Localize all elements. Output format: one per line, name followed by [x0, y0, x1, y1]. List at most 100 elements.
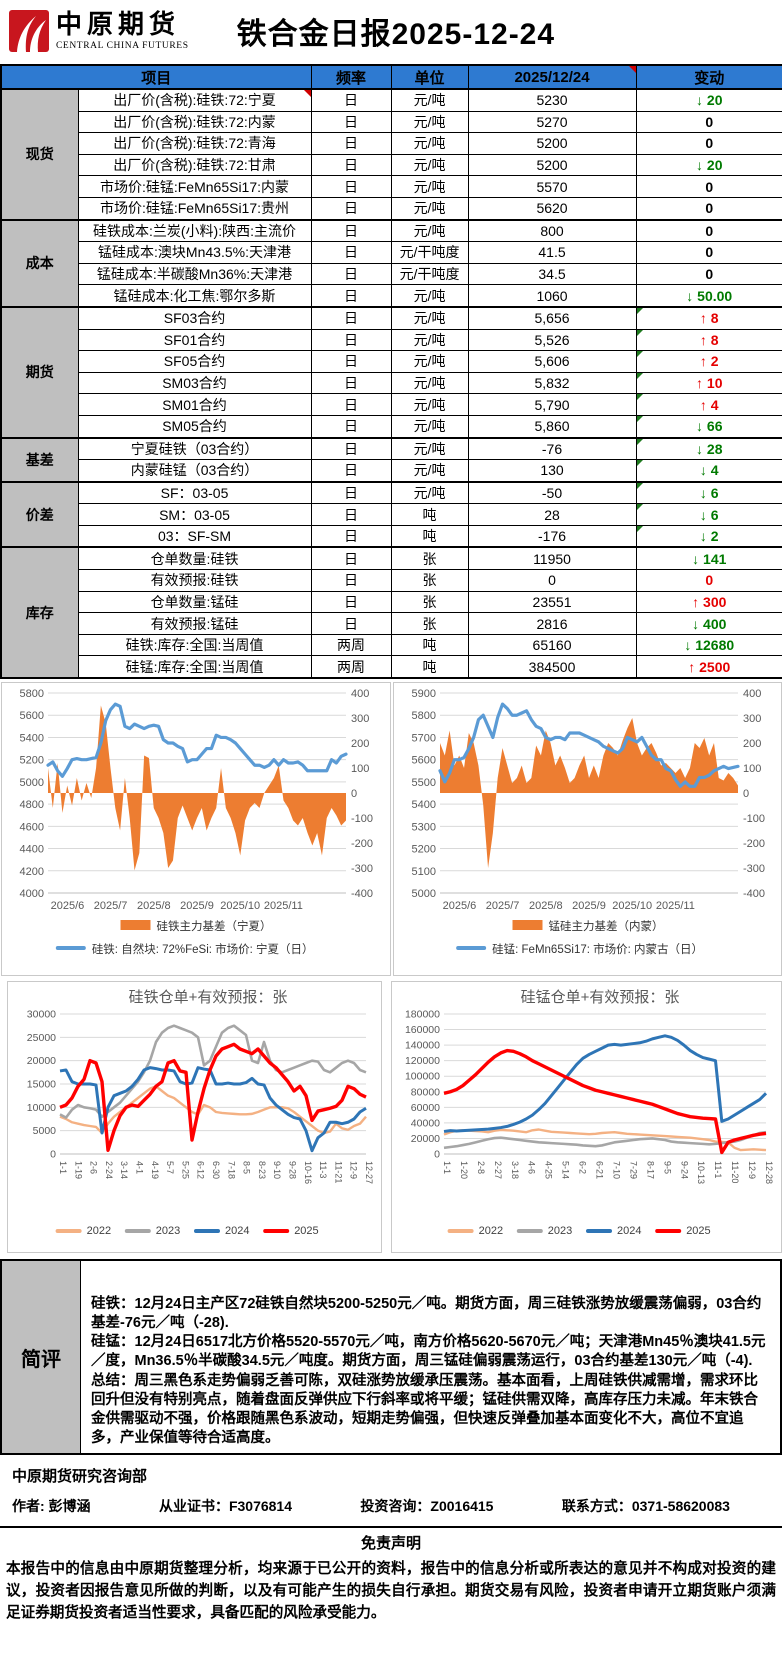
- freq-cell: 日: [310, 241, 392, 264]
- unit-cell: 元/干吨度: [390, 262, 469, 286]
- item-cell: 硅锰:库存:全国:当周值: [77, 655, 312, 679]
- value-cell: 5570: [467, 175, 637, 198]
- svg-text:300: 300: [743, 713, 761, 725]
- svg-text:2025: 2025: [294, 1225, 318, 1237]
- svg-text:2023: 2023: [156, 1225, 180, 1237]
- item-cell: 市场价:硅锰:FeMn65Si17:贵州: [77, 196, 312, 221]
- group-label-基差: 基差: [0, 436, 79, 483]
- group-label-价差: 价差: [0, 480, 79, 548]
- svg-text:400: 400: [351, 688, 369, 700]
- freq-cell: 日: [310, 328, 392, 352]
- value-cell: 384500: [467, 655, 637, 679]
- value-cell: 5,606: [467, 350, 637, 373]
- value-cell: 65160: [467, 633, 637, 657]
- unit-cell: 元/吨: [390, 414, 469, 439]
- svg-text:5000: 5000: [411, 888, 435, 900]
- group-label-成本: 成本: [0, 218, 79, 308]
- svg-text:40000: 40000: [411, 1117, 440, 1129]
- item-cell: SF05合约: [77, 350, 312, 373]
- svg-text:4-19: 4-19: [150, 1161, 160, 1179]
- svg-text:200: 200: [351, 738, 369, 750]
- value-cell: -76: [467, 436, 637, 461]
- svg-text:4-25: 4-25: [544, 1161, 554, 1179]
- change-cell: ↑ 4: [635, 393, 782, 416]
- svg-text:5500: 5500: [411, 777, 435, 789]
- commentary-simn: 硅锰：12月24日6517北方价格5520-5570元／吨，南方价格5620-5…: [91, 1333, 770, 1371]
- svg-text:5200: 5200: [20, 755, 44, 767]
- svg-text:7-29: 7-29: [628, 1161, 638, 1179]
- item-cell: 锰硅成本:半碳酸Mn36%:天津港: [77, 262, 312, 286]
- freq-cell: 日: [310, 132, 392, 155]
- item-cell: 锰硅成本:化工焦:鄂尔多斯: [77, 284, 312, 308]
- unit-cell: 元/吨: [390, 371, 469, 395]
- svg-text:6-30: 6-30: [211, 1161, 221, 1179]
- unit-cell: 张: [390, 546, 469, 571]
- change-cell: 0: [635, 218, 782, 243]
- svg-text:8-5: 8-5: [242, 1161, 252, 1174]
- commentary-simn-text: 12月24日6517北方价格5520-5570元／吨，南方价格5620-5670…: [91, 1334, 766, 1370]
- table-row: 出厂价(含税):硅铁:72:青海日元/吨 5200 0: [1, 132, 782, 155]
- svg-text:2-8: 2-8: [476, 1161, 486, 1174]
- svg-text:12-27: 12-27: [364, 1161, 374, 1184]
- svg-text:3-14: 3-14: [119, 1161, 129, 1179]
- divider-line: [0, 1526, 782, 1529]
- item-cell: 宁夏硅铁（03合约）: [77, 436, 312, 461]
- svg-text:160000: 160000: [405, 1024, 440, 1036]
- svg-text:11-3: 11-3: [318, 1161, 328, 1178]
- commentary-body: 硅铁：12月24日主产区72硅铁自然块5200-5250元／吨。期货方面，周三硅…: [81, 1261, 780, 1453]
- svg-text:12-9: 12-9: [747, 1161, 757, 1179]
- table-row: SF01合约日元/吨 5,526 ↑ 8: [1, 328, 782, 352]
- value-cell: 11950: [467, 546, 637, 571]
- svg-text:-100: -100: [743, 813, 765, 825]
- svg-text:11-21: 11-21: [333, 1161, 343, 1183]
- svg-text:2022: 2022: [479, 1225, 503, 1237]
- table-row: 有效预报:硅铁日张 0 0: [1, 569, 782, 592]
- table-row: SF05合约日元/吨 5,606 ↑ 2: [1, 350, 782, 373]
- svg-text:10-16: 10-16: [303, 1161, 313, 1184]
- svg-text:5700: 5700: [411, 732, 435, 744]
- table-row: 期货 SF03合约日元/吨 5,656 ↑ 8: [0, 305, 782, 438]
- table-row: 锰硅成本:化工焦:鄂尔多斯日元/吨 1060 ↓ 50.00: [1, 284, 782, 308]
- svg-text:7-10: 7-10: [611, 1161, 621, 1179]
- freq-cell: 日: [310, 284, 392, 308]
- freq-cell: 日: [310, 480, 392, 505]
- change-cell: ↑ 8: [635, 328, 782, 352]
- group-label-库存: 库存: [0, 546, 79, 679]
- table-row: 成本 硅铁成本:兰炭(小料):陕西:主流价日元/吨 800 0: [0, 218, 782, 308]
- unit-cell: 元/吨: [390, 459, 469, 483]
- table-row: SM05合约日元/吨 5,860 ↓ 66: [1, 414, 782, 439]
- change-cell: ↓ 12680: [635, 633, 782, 657]
- item-cell: SF：03-05: [77, 480, 312, 505]
- svg-text:-400: -400: [743, 888, 765, 900]
- unit-cell: 张: [390, 590, 469, 614]
- svg-text:25000: 25000: [27, 1032, 56, 1044]
- svg-text:硅铁主力基差（宁夏）: 硅铁主力基差（宁夏）: [157, 919, 272, 933]
- commentary-simn-lead: 硅锰：: [91, 1334, 135, 1351]
- col-header-item: 项目: [0, 64, 312, 90]
- svg-text:5600: 5600: [411, 755, 435, 767]
- svg-text:2025/11: 2025/11: [655, 900, 694, 912]
- brand-text: 中原期货 CENTRAL CHINA FUTURES: [56, 11, 189, 51]
- table-row: 有效预报:锰硅日张 2816 ↓ 400: [1, 612, 782, 635]
- svg-text:5000: 5000: [20, 777, 44, 789]
- svg-text:硅铁仓单+有效预报：张: 硅铁仓单+有效预报：张: [129, 989, 288, 1006]
- svg-text:4-1: 4-1: [135, 1161, 145, 1174]
- unit-cell: 元/吨: [390, 436, 469, 461]
- unit-cell: 元/吨: [390, 132, 469, 155]
- svg-text:4-6: 4-6: [527, 1161, 537, 1174]
- value-cell: 5,832: [467, 371, 637, 395]
- unit-cell: 吨: [390, 503, 469, 526]
- value-cell: 2816: [467, 612, 637, 635]
- unit-cell: 元/吨: [390, 350, 469, 373]
- unit-cell: 吨: [390, 633, 469, 657]
- value-cell: 130: [467, 459, 637, 483]
- freq-cell: 日: [310, 524, 392, 548]
- freq-cell: 日: [310, 305, 392, 330]
- col-header-freq: 频率: [310, 64, 392, 90]
- unit-cell: 元/吨: [390, 218, 469, 243]
- commentary-fesi: 硅铁：12月24日主产区72硅铁自然块5200-5250元／吨。期货方面，周三硅…: [91, 1295, 770, 1333]
- change-cell: ↑ 10: [635, 371, 782, 395]
- item-cell: SF03合约: [77, 305, 312, 330]
- value-cell: 5270: [467, 110, 637, 134]
- value-cell: 5200: [467, 153, 637, 177]
